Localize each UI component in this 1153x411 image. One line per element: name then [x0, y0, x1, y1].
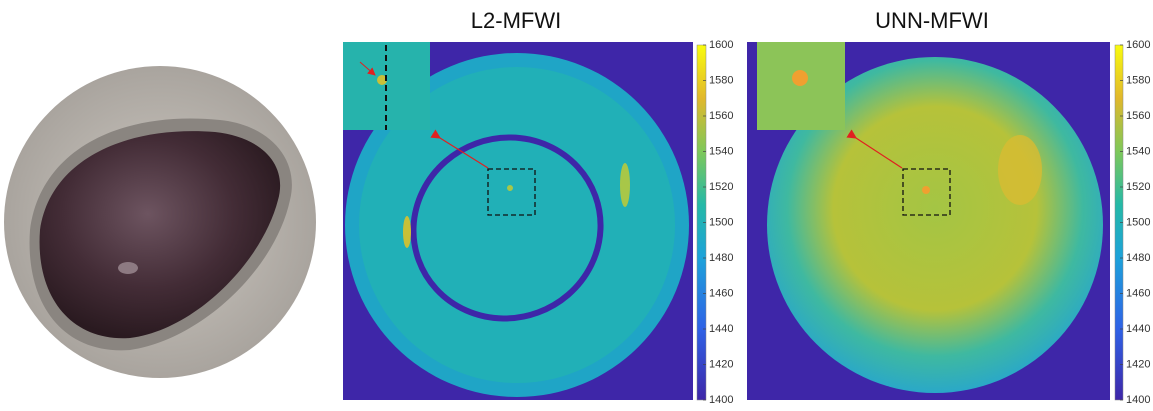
panel-title: UNN-MFWI: [875, 8, 989, 33]
colorbar-tick-label: 1440: [709, 323, 733, 335]
l2-image: [343, 42, 693, 400]
colorbar-tick-label: 1420: [709, 358, 733, 370]
colorbar-tick-label: 1460: [709, 287, 733, 299]
colorbar-tick-label: 1400: [1126, 394, 1150, 406]
colorbar-tick-label: 1560: [709, 110, 733, 122]
colorbar-tick-label: 1480: [1126, 252, 1150, 264]
photo: [4, 66, 316, 378]
colorbar-tick-label: 1600: [1126, 39, 1150, 51]
colorbar-tick-label: 1520: [1126, 181, 1150, 193]
colorbar-tick-label: 1540: [1126, 145, 1150, 157]
colorbar-tick-label: 1560: [1126, 110, 1150, 122]
colorbar-tick-label: 1400: [709, 394, 733, 406]
colorbar-tick-label: 1600: [709, 39, 733, 51]
colorbar-tick-label: 1500: [1126, 216, 1150, 228]
colorbar-tick-label: 1580: [1126, 74, 1150, 86]
colorbar-tick-label: 1500: [709, 216, 733, 228]
colorbar-tick-label: 1420: [1126, 358, 1150, 370]
colorbar-tick-label: 1520: [709, 181, 733, 193]
colorbar-tick-label: 1460: [1126, 287, 1150, 299]
unn-image: [747, 42, 1110, 400]
colorbar-tick-label: 1480: [709, 252, 733, 264]
colorbar-tick-label: 1440: [1126, 323, 1150, 335]
colorbar-tick-label: 1540: [709, 145, 733, 157]
colorbar-tick-label: 1580: [709, 74, 733, 86]
panel-title: L2-MFWI: [471, 8, 561, 33]
